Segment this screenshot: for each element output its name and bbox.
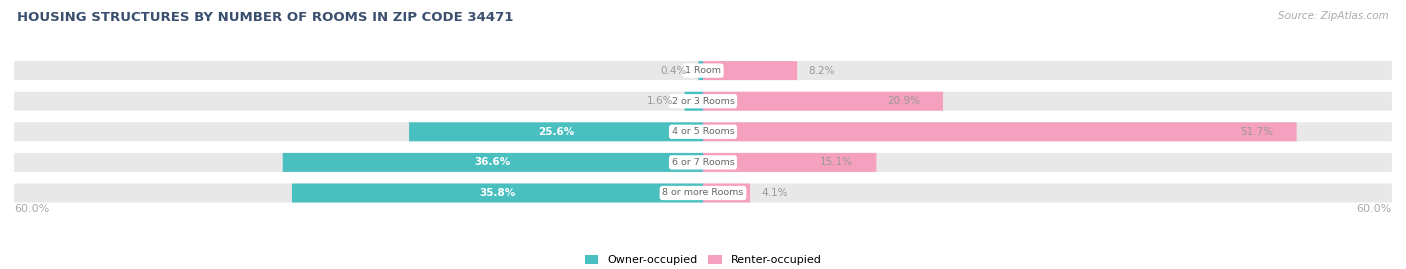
Text: 4.1%: 4.1% — [762, 188, 787, 198]
FancyBboxPatch shape — [703, 183, 749, 203]
FancyBboxPatch shape — [14, 183, 1392, 203]
FancyBboxPatch shape — [14, 122, 1392, 141]
FancyBboxPatch shape — [14, 92, 1392, 111]
FancyBboxPatch shape — [409, 122, 703, 141]
Legend: Owner-occupied, Renter-occupied: Owner-occupied, Renter-occupied — [581, 250, 825, 269]
Text: HOUSING STRUCTURES BY NUMBER OF ROOMS IN ZIP CODE 34471: HOUSING STRUCTURES BY NUMBER OF ROOMS IN… — [17, 11, 513, 24]
Text: 1 Room: 1 Room — [685, 66, 721, 75]
Text: 6 or 7 Rooms: 6 or 7 Rooms — [672, 158, 734, 167]
Text: 51.7%: 51.7% — [1240, 127, 1274, 137]
FancyBboxPatch shape — [699, 61, 703, 80]
Text: 60.0%: 60.0% — [14, 204, 49, 214]
Text: Source: ZipAtlas.com: Source: ZipAtlas.com — [1278, 11, 1389, 21]
Text: 15.1%: 15.1% — [820, 157, 853, 167]
Text: 20.9%: 20.9% — [887, 96, 920, 106]
Text: 25.6%: 25.6% — [538, 127, 574, 137]
Text: 8 or more Rooms: 8 or more Rooms — [662, 189, 744, 197]
Text: 0.4%: 0.4% — [661, 66, 688, 76]
Text: 60.0%: 60.0% — [1357, 204, 1392, 214]
Text: 35.8%: 35.8% — [479, 188, 516, 198]
FancyBboxPatch shape — [703, 61, 797, 80]
FancyBboxPatch shape — [703, 153, 876, 172]
Text: 2 or 3 Rooms: 2 or 3 Rooms — [672, 97, 734, 106]
Text: 1.6%: 1.6% — [647, 96, 673, 106]
FancyBboxPatch shape — [703, 122, 1296, 141]
Text: 4 or 5 Rooms: 4 or 5 Rooms — [672, 127, 734, 136]
FancyBboxPatch shape — [685, 92, 703, 111]
FancyBboxPatch shape — [14, 61, 1392, 80]
Text: 8.2%: 8.2% — [808, 66, 835, 76]
Text: 36.6%: 36.6% — [475, 157, 510, 167]
FancyBboxPatch shape — [703, 92, 943, 111]
FancyBboxPatch shape — [14, 153, 1392, 172]
FancyBboxPatch shape — [283, 153, 703, 172]
FancyBboxPatch shape — [292, 183, 703, 203]
